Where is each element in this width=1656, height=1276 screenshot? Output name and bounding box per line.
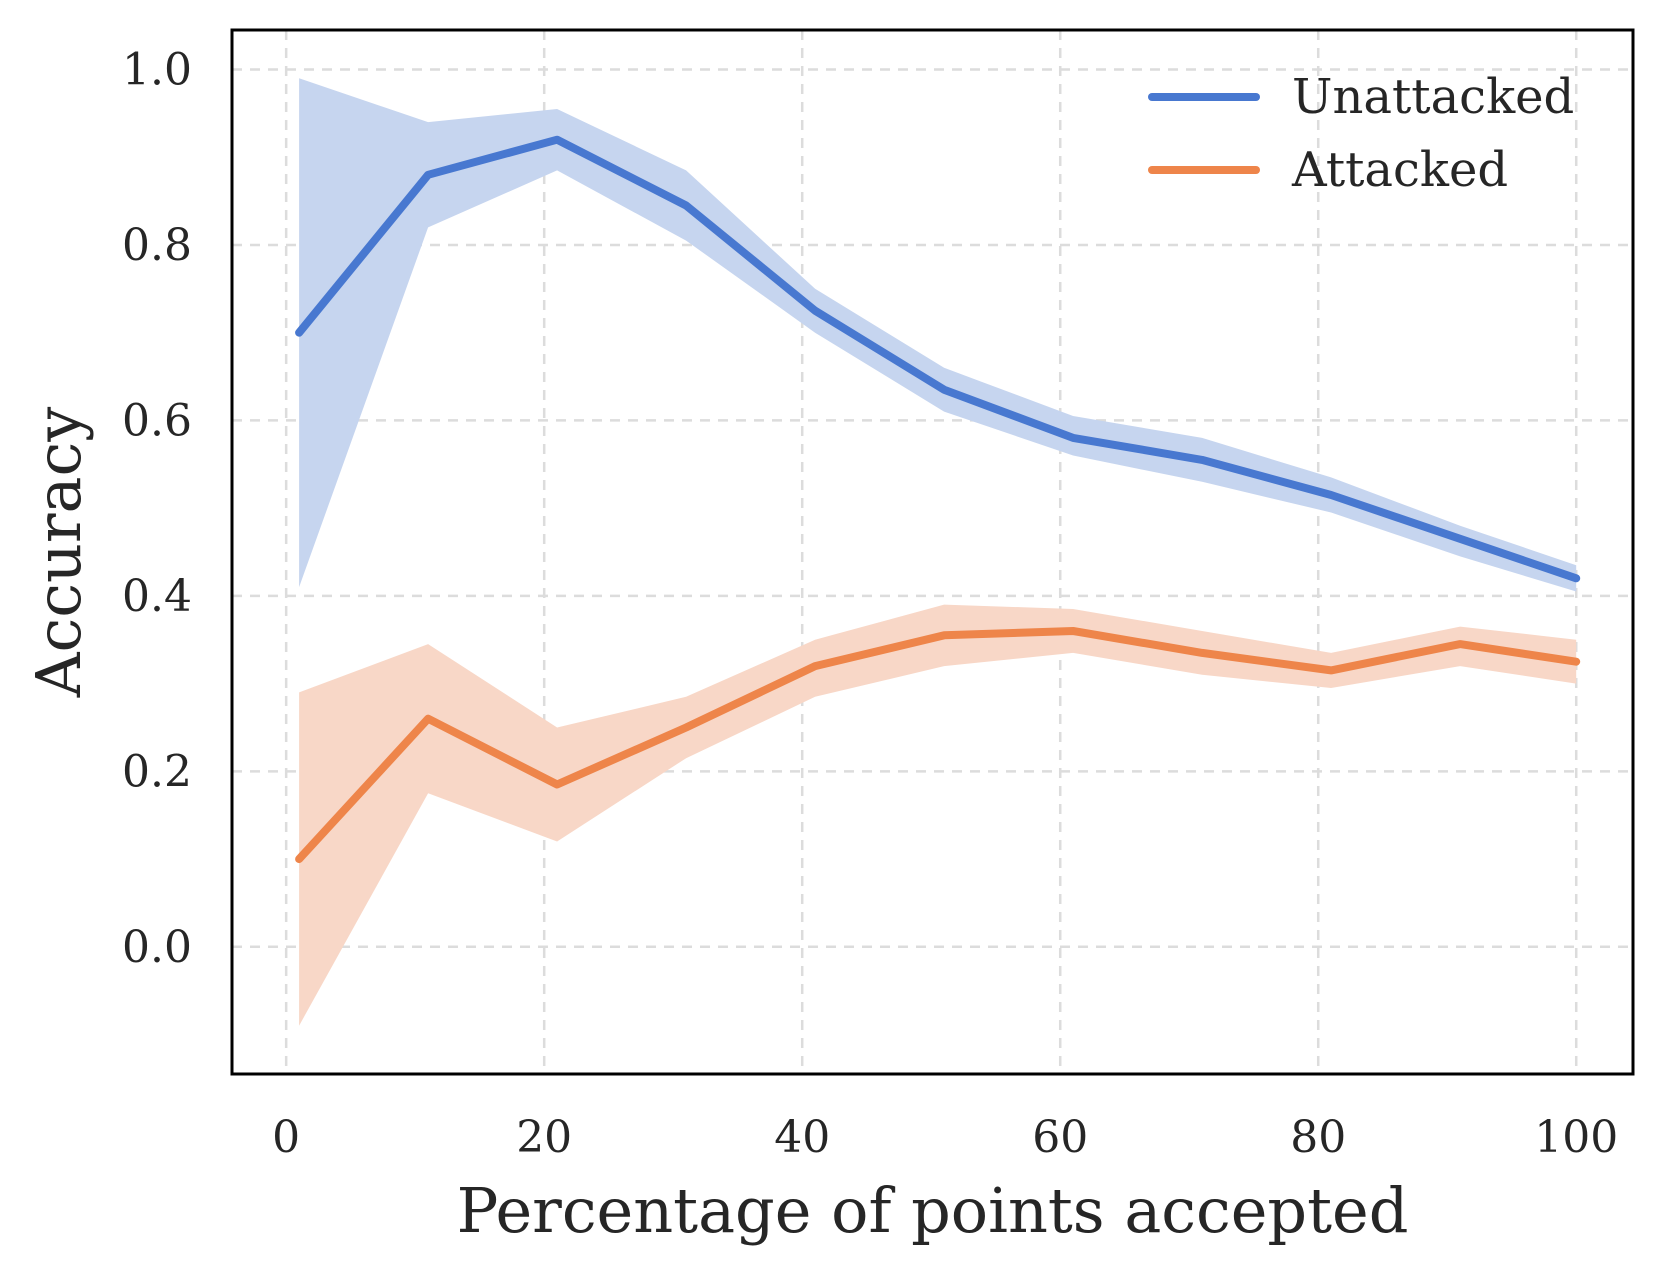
y-tick-label: 0.4 bbox=[122, 571, 192, 622]
y-tick-label: 0.8 bbox=[122, 220, 192, 271]
y-tick-label: 0.0 bbox=[122, 922, 192, 973]
x-axis-title: Percentage of points accepted bbox=[457, 1174, 1409, 1247]
x-tick-label: 80 bbox=[1290, 1112, 1346, 1163]
x-tick-label: 60 bbox=[1032, 1112, 1088, 1163]
legend: Unattacked Attacked bbox=[1148, 69, 1574, 198]
band-layer bbox=[299, 78, 1577, 1026]
x-tick-labels: 0 20 40 60 80 100 bbox=[272, 1112, 1618, 1163]
legend-label-attacked: Attacked bbox=[1291, 142, 1508, 198]
line-layer bbox=[295, 135, 1581, 864]
y-tick-label: 1.0 bbox=[122, 44, 192, 95]
plot-frame bbox=[230, 28, 1635, 1076]
unattacked-confidence-band bbox=[299, 78, 1577, 592]
x-tick-label: 0 bbox=[272, 1112, 300, 1163]
x-tick-label: 40 bbox=[774, 1112, 830, 1163]
legend-label-unattacked: Unattacked bbox=[1292, 69, 1574, 125]
y-tick-label: 0.6 bbox=[122, 395, 192, 446]
y-axis-title: Accuracy bbox=[22, 407, 95, 699]
x-tick-label: 100 bbox=[1534, 1112, 1618, 1163]
attacked-series-line bbox=[295, 627, 1581, 864]
attacked-confidence-band bbox=[299, 604, 1577, 1026]
unattacked-series-line bbox=[295, 135, 1581, 583]
x-tick-label: 20 bbox=[516, 1112, 572, 1163]
y-tick-label: 0.2 bbox=[122, 746, 192, 797]
grid-layer bbox=[232, 30, 1633, 1074]
y-tick-labels: 0.0 0.2 0.4 0.6 0.8 1.0 bbox=[122, 44, 192, 972]
